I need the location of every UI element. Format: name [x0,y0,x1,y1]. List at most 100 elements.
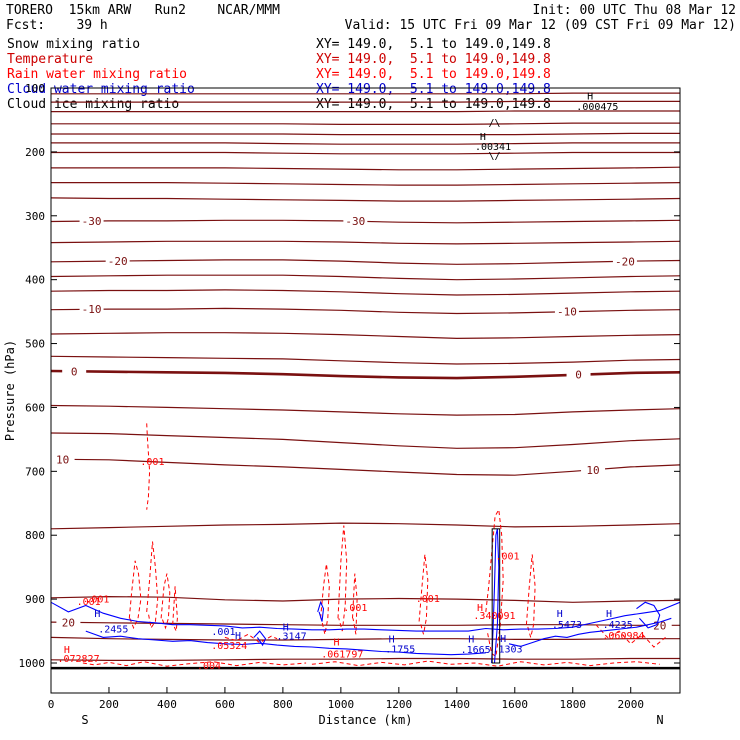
isotherm-line-13 [51,274,680,281]
x-tick-label-0: 0 [48,698,55,711]
rain-contour-3 [160,573,171,630]
contour-annotation-26: .1665 [461,645,491,656]
cloud-water-contour-2 [508,617,672,647]
x-tick-label-9: 1800 [560,698,587,711]
isotherm-line-10 [51,219,680,224]
y-axis-label: Pressure (hPa) [3,340,17,441]
contour-annotation-20: .3147 [277,632,307,643]
y-tick-label-9: 1000 [19,657,46,670]
cloud-water-contour-4 [317,600,325,622]
x-end-label-south: S [81,713,88,727]
rain-contour-1 [128,560,142,630]
cloud-ice-contour [491,528,501,664]
isotherm-label-bg-18-0 [62,364,87,378]
isotherm-label-24-0: 20 [62,616,75,629]
isotherm-label-12-0: -20 [108,255,128,268]
y-tick-label-4: 500 [25,338,45,351]
isotherm-label-10-0: -30 [82,215,102,228]
cloud-water-contour-1 [85,630,486,656]
model-title: TORERO 15km ARW Run2 NCAR/MMM [6,3,280,18]
x-tick-label-6: 1200 [386,698,413,711]
isotherm-line-6 [51,151,680,155]
x-end-label-north: N [656,713,663,727]
isotherm-label-bg-12-0 [105,254,130,268]
contour-annotation-36: .004 [197,661,221,672]
y-tick-label-2: 300 [25,210,45,223]
contour-annotation-15: .2455 [98,625,128,636]
y-tick-label-5: 600 [25,401,45,414]
y-tick-label-3: 400 [25,274,45,287]
isotherm-line-9 [51,197,680,202]
isotherm-line-26 [51,657,680,661]
contour-annotation-35: .072827 [57,654,99,665]
y-tick-label-7: 800 [25,529,45,542]
contour-annotation-2: H [480,132,486,143]
contour-annotation-24: .1755 [385,644,415,655]
contour-annotation-23: H [389,635,395,646]
legend-cloud-ice-xy: XY= 149.0, 5.1 to 149.0,149.8 [316,97,551,112]
legend-rain-xy: XY= 149.0, 5.1 to 149.0,149.8 [316,67,551,82]
isotherm-line-14 [51,289,680,296]
rain-contour-6 [337,525,348,632]
contour-annotation-3: .00341 [475,142,511,153]
isotherm-line-8 [51,182,680,186]
contour-annotation-13: .340091 [473,611,515,622]
isotherm-label-bg-21-0 [51,452,75,466]
isotherm-label-bg-12-1 [612,254,637,268]
contour-annotation-29: H [557,609,563,620]
contour-annotation-14: H [94,609,100,620]
x-tick-label-7: 1400 [444,698,471,711]
forecast-hour: Fcst: 39 h [6,18,108,33]
contour-annotation-4: \/ [488,151,500,162]
x-axis-label: Distance (km) [319,713,413,727]
contour-annotation-0: H [587,92,593,103]
contour-annotation-25: H [468,635,474,646]
isotherm-line-12 [51,259,680,265]
isotherm-label-18-1: 0 [575,369,582,382]
contour-annotation-21: H [333,637,339,648]
contour-annotation-8: .001 [77,597,101,608]
contour-annotation-16: .001 [211,627,235,638]
cloud-water-contour-6 [253,630,267,647]
rain-contour-5 [320,563,330,635]
isotherm-label-bg-15-1 [554,304,579,318]
isotherm-label-21-1: 10 [586,464,599,477]
contour-annotation-28: .1303 [492,644,522,655]
legend-cloud-ice-label: Cloud ice mixing ratio [7,97,180,112]
isotherm-line-3 [51,122,680,125]
rain-contour-10 [525,554,536,638]
cloud-water-contour-3 [491,528,500,664]
isotherm-label-bg-15-0 [79,302,104,316]
rain-contour-14 [224,633,278,644]
valid-time: Valid: 15 UTC Fri 09 Mar 12 (09 CST Fri … [344,18,736,33]
isotherm-line-25 [51,636,680,641]
x-tick-label-3: 600 [215,698,235,711]
rain-contour-2 [146,541,159,630]
contour-annotation-30: .5473 [552,620,582,631]
isotherm-line-0 [51,92,680,95]
x-tick-label-5: 1000 [328,698,355,711]
y-tick-label-6: 700 [25,465,45,478]
rain-contour-4 [172,586,178,634]
contour-annotation-18: .05324 [211,641,247,652]
contour-annotation-17: H [235,631,241,642]
contour-annotation-11: .001 [495,552,519,563]
y-tick-label-8: 900 [25,593,45,606]
isotherm-label-10-1: -30 [345,215,365,228]
contour-annotation-5: /\ [488,118,500,129]
contour-annotation-10: .001 [343,603,367,614]
isotherm-line-5 [51,142,680,145]
isotherm-label-bg-10-1 [343,214,368,228]
isotherm-label-21-0: 10 [56,453,69,466]
rain-contour-11 [82,661,307,667]
contour-annotation-33: .060984 [602,631,644,642]
contour-annotation-22: .061797 [321,649,363,660]
contour-annotation-19: H [283,623,289,634]
isotherm-line-2 [51,110,680,113]
isotherm-label-bg-21-1 [581,462,606,476]
isotherm-line-19 [51,404,680,416]
rain-contour-13 [595,624,666,648]
isotherm-line-20 [51,432,680,449]
contour-annotation-34: H [64,645,70,656]
contour-annotation-7: .001 [85,594,109,605]
